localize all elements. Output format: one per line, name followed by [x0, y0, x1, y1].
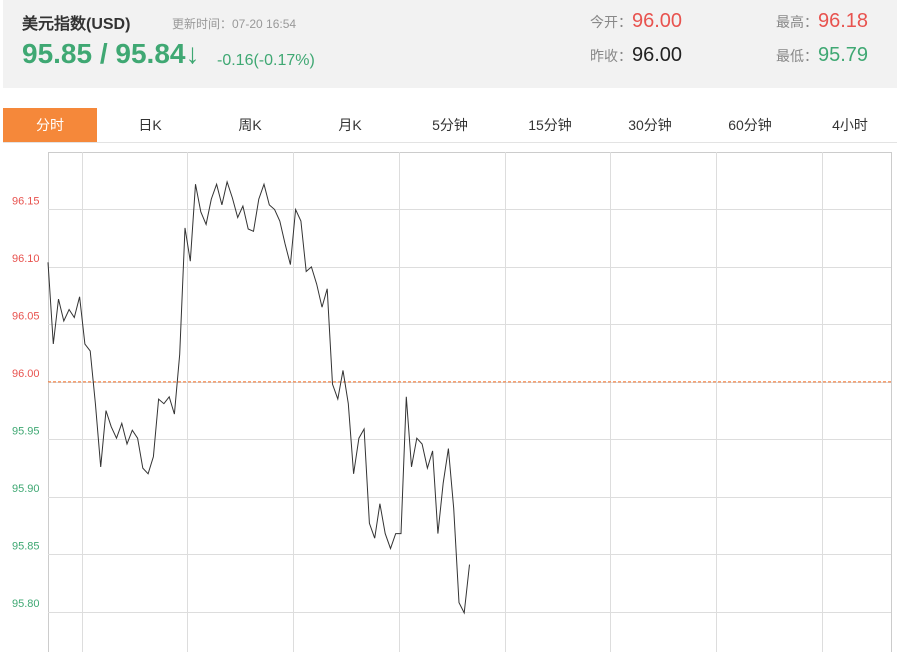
update-time: 更新时间：07-20 16:54 — [172, 17, 297, 31]
price-change: -0.16(-0.17%) — [217, 52, 315, 69]
y-tick-label: 95.95 — [12, 425, 40, 437]
stat: 最低：95.79 — [776, 44, 868, 67]
price-line — [47, 180, 470, 615]
stat-label: 今开： — [590, 14, 632, 30]
tab[interactable]: 30分钟 — [628, 117, 672, 133]
y-tick-label: 95.90 — [12, 483, 40, 495]
y-tick-label: 95.85 — [12, 540, 40, 552]
y-tick-label: 96.00 — [12, 368, 40, 380]
tab-bar: 分时 日K 周K 月K 5分钟 15分钟 30分钟 60分钟 4小时 — [3, 108, 897, 142]
tab[interactable]: 日K — [138, 117, 162, 133]
tab[interactable]: 分时 — [3, 108, 97, 142]
stat-value: 96.00 — [632, 44, 683, 66]
tab[interactable]: 60分钟 — [728, 117, 772, 133]
tab[interactable]: 周K — [238, 117, 262, 133]
title: 美元指数(USD) — [22, 16, 131, 33]
stat-label: 最低： — [776, 48, 818, 64]
stat-value: 96.18 — [818, 10, 869, 32]
tab[interactable]: 5分钟 — [432, 117, 468, 133]
price: 95.85 / 95.84↓ — [22, 38, 200, 69]
stat: 昨收：96.00 — [590, 44, 682, 67]
stat: 最高：96.18 — [776, 10, 868, 33]
stat-label: 最高： — [776, 14, 818, 30]
tab[interactable]: 4小时 — [832, 117, 868, 133]
y-tick-label: 96.10 — [12, 253, 40, 265]
stat: 今开：96.00 — [590, 10, 682, 33]
stat-value: 96.00 — [632, 10, 683, 32]
tab[interactable]: 月K — [338, 117, 362, 133]
quote-header: 美元指数(USD) 更新时间：07-20 16:54 95.85 / 95.84… — [3, 0, 897, 88]
y-tick-label: 95.80 — [12, 598, 40, 610]
y-tick-label: 96.05 — [12, 310, 40, 322]
stat-label: 昨收： — [590, 48, 632, 64]
stat-value: 95.79 — [818, 44, 869, 66]
tab[interactable]: 15分钟 — [528, 117, 572, 133]
y-tick-label: 96.15 — [12, 195, 40, 207]
